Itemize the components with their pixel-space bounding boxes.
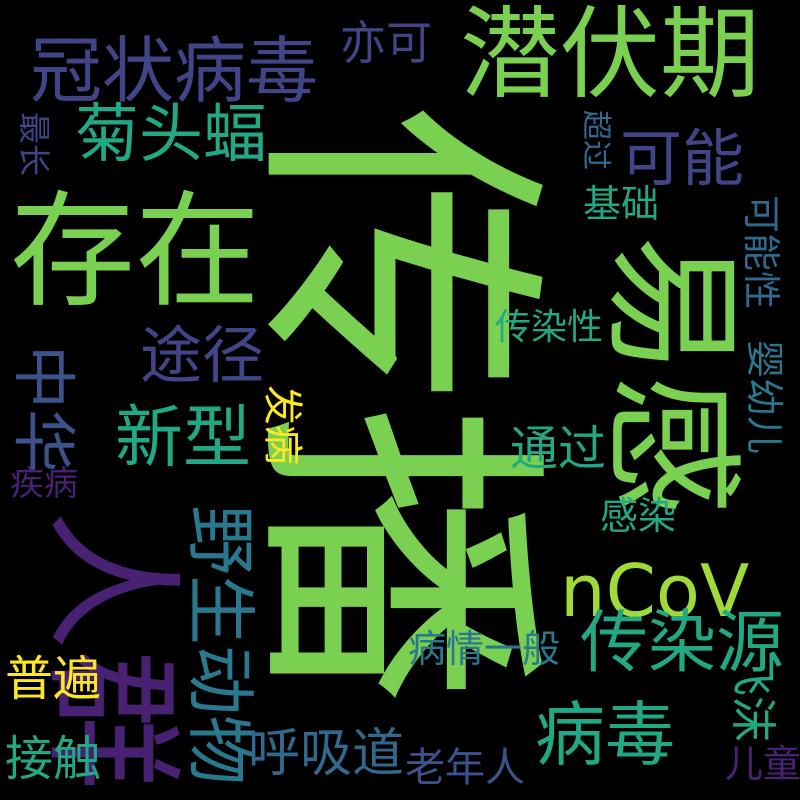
word-ncov: nCoV <box>560 549 750 633</box>
word-yigan: 易感 <box>589 235 752 516</box>
word-guanzhuang: 冠状病毒 <box>30 29 319 113</box>
word-chaoguo: 超过 <box>578 110 613 170</box>
word-jutoufu: 菊头蝠 <box>75 98 267 172</box>
word-pubian: 普遍 <box>5 651 102 707</box>
word-cunzai: 存在 <box>10 180 260 325</box>
word-tujing: 途径 <box>140 319 265 392</box>
word-zuichang: 最长 <box>15 112 53 177</box>
word-zhonghua: 中华 <box>5 345 79 473</box>
word-yeshengdongwu: 野生动物 <box>179 505 261 785</box>
word-ertong: 儿童 <box>725 742 800 786</box>
word-bingqingyiban: 病情一般 <box>408 627 561 671</box>
word-tongguo: 通过 <box>510 421 607 477</box>
word-yike: 亦可 <box>340 16 432 70</box>
word-yingyouer: 婴幼儿 <box>742 340 786 455</box>
word-laonianren: 老年人 <box>405 745 525 791</box>
word-huxidao: 呼吸道 <box>248 724 405 784</box>
word-qianfuqi: 潜伏期 <box>460 0 760 113</box>
word-chuanranyuan: 传染源 <box>580 604 785 683</box>
word-chuanranxing: 传染性 <box>495 307 604 348</box>
word-jibing: 疾病 <box>10 464 78 504</box>
word-keneng: 可能 <box>620 122 745 195</box>
word-jichu: 基础 <box>583 182 660 226</box>
word-fabing: 发病 <box>259 385 305 465</box>
word-bingdu: 病毒 <box>535 694 675 776</box>
word-feimo: 飞沫 <box>726 650 780 742</box>
word-jiechu: 接触 <box>5 731 102 787</box>
word-ganran: 感染 <box>600 494 677 538</box>
word-kenengxing: 可能性 <box>739 195 783 310</box>
word-xinxing: 新型 <box>115 399 252 478</box>
